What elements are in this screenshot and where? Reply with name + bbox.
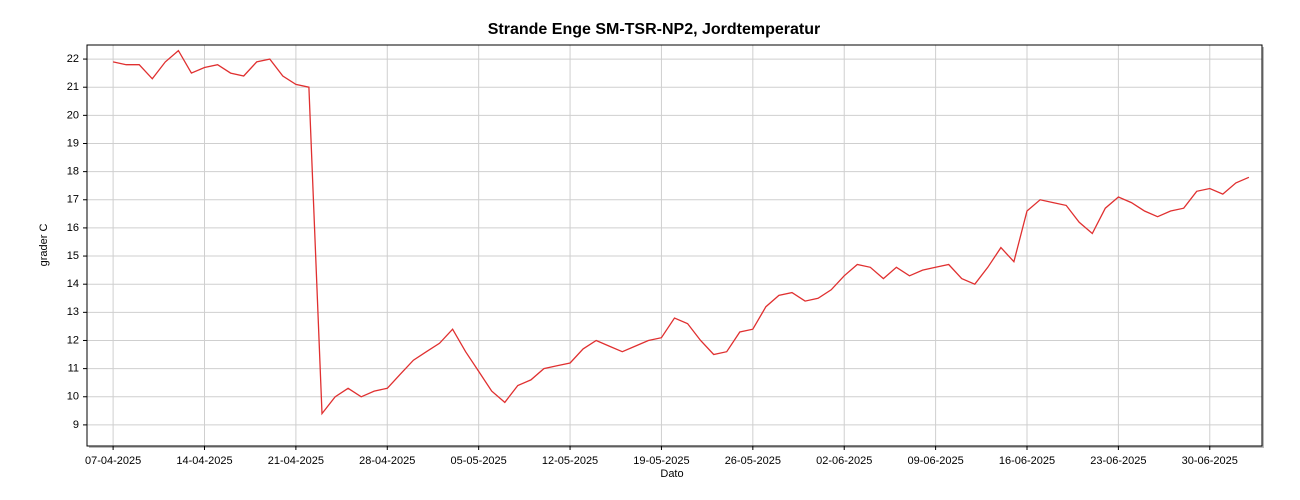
y-tick-label: 14 <box>67 278 79 290</box>
x-tick-label: 19-05-2025 <box>633 455 689 467</box>
y-tick-label: 21 <box>67 81 79 93</box>
y-tick-label: 16 <box>67 222 79 234</box>
y-tick-label: 9 <box>73 419 79 431</box>
x-tick-label: 16-06-2025 <box>999 455 1055 467</box>
y-tick-label: 20 <box>67 109 79 121</box>
x-tick-label: 21-04-2025 <box>268 455 324 467</box>
x-tick-label: 14-04-2025 <box>176 455 232 467</box>
x-tick-label: 02-06-2025 <box>816 455 872 467</box>
data-line <box>112 49 1250 416</box>
x-tick-label: 30-06-2025 <box>1182 455 1238 467</box>
x-tick-label: 07-04-2025 <box>85 455 141 467</box>
plot-border <box>86 44 1263 447</box>
x-tick-label: 26-05-2025 <box>725 455 781 467</box>
x-tick-label: 05-05-2025 <box>451 455 507 467</box>
y-axis-label: grader C <box>38 224 50 267</box>
y-tick-label: 10 <box>67 391 79 403</box>
x-tick-label: 09-06-2025 <box>907 455 963 467</box>
y-tick-label: 19 <box>67 137 79 149</box>
x-axis-label: Dato <box>660 468 683 480</box>
y-tick-label: 17 <box>67 194 79 206</box>
x-tick-label: 28-04-2025 <box>359 455 415 467</box>
x-tick-label: 12-05-2025 <box>542 455 598 467</box>
y-tick-label: 18 <box>67 166 79 178</box>
y-tick-label: 22 <box>67 53 79 65</box>
y-tick-label: 13 <box>67 306 79 318</box>
y-tick-label: 12 <box>67 334 79 346</box>
plot-area <box>87 45 1262 446</box>
y-tick-label: 11 <box>68 363 79 375</box>
chart-title: Strande Enge SM-TSR-NP2, Jordtemperatur <box>488 21 821 38</box>
x-tick-label: 23-06-2025 <box>1090 455 1146 467</box>
y-tick-label: 15 <box>67 250 79 262</box>
